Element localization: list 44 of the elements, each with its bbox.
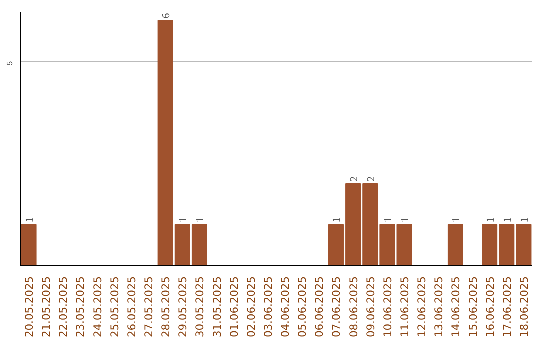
x-tick-label: 05.06.2025 [296, 276, 310, 338]
x-tick-label: 03.06.2025 [262, 276, 275, 338]
data-label: 1 [196, 217, 207, 223]
y-tick-label: 5 [6, 60, 14, 66]
data-label: 1 [25, 217, 36, 223]
data-label: 1 [178, 217, 190, 223]
x-tick-label: 31.05.2025 [210, 276, 224, 338]
x-tick-label: 26.05.2025 [125, 276, 138, 338]
data-label: 1 [332, 217, 344, 223]
data-label: 1 [502, 217, 514, 223]
data-label: 2 [366, 176, 378, 182]
x-tick-label: 01.06.2025 [228, 276, 241, 338]
x-tick-label: 09.06.2025 [364, 276, 378, 338]
x-tick-label: 16.06.2025 [484, 276, 497, 338]
x-tick-label: 15.06.2025 [466, 276, 480, 338]
x-tick-label: 12.06.2025 [416, 276, 429, 338]
x-tick-label: 29.05.2025 [176, 276, 190, 338]
x-tick-label: 07.06.2025 [330, 276, 344, 338]
x-tick-label: 11.06.2025 [398, 276, 412, 338]
x-tick-label: 22.05.2025 [57, 276, 70, 338]
x-tick-label: 17.06.2025 [500, 276, 514, 338]
x-tick-label: 10.06.2025 [381, 276, 394, 338]
x-tick-label: 14.06.2025 [450, 276, 463, 338]
x-tick-label: 13.06.2025 [432, 276, 446, 338]
x-tick-label: 20.05.2025 [23, 276, 36, 338]
x-tick-label: 23.05.2025 [74, 276, 88, 338]
data-label: 1 [452, 217, 463, 223]
x-tick-label: 21.05.2025 [40, 276, 54, 338]
data-label: 1 [486, 217, 497, 223]
x-tick-label: 08.06.2025 [347, 276, 360, 338]
x-tick-label: 27.05.2025 [142, 276, 156, 338]
x-tick-label: 28.05.2025 [160, 276, 173, 338]
x-tick-label: 24.05.2025 [91, 276, 104, 338]
data-label: 2 [349, 176, 360, 182]
x-tick-label: 04.06.2025 [279, 276, 292, 338]
x-tick-label: 02.06.2025 [244, 276, 258, 338]
x-tick-label: 25.05.2025 [108, 276, 122, 338]
data-label: 1 [520, 217, 531, 223]
data-label: 1 [400, 217, 412, 223]
x-tick-label: 06.06.2025 [313, 276, 326, 338]
x-tick-label: 18.06.2025 [518, 276, 531, 338]
x-tick-label: 30.05.2025 [194, 276, 207, 338]
data-label: 6 [162, 12, 173, 19]
data-label: 1 [383, 217, 394, 223]
